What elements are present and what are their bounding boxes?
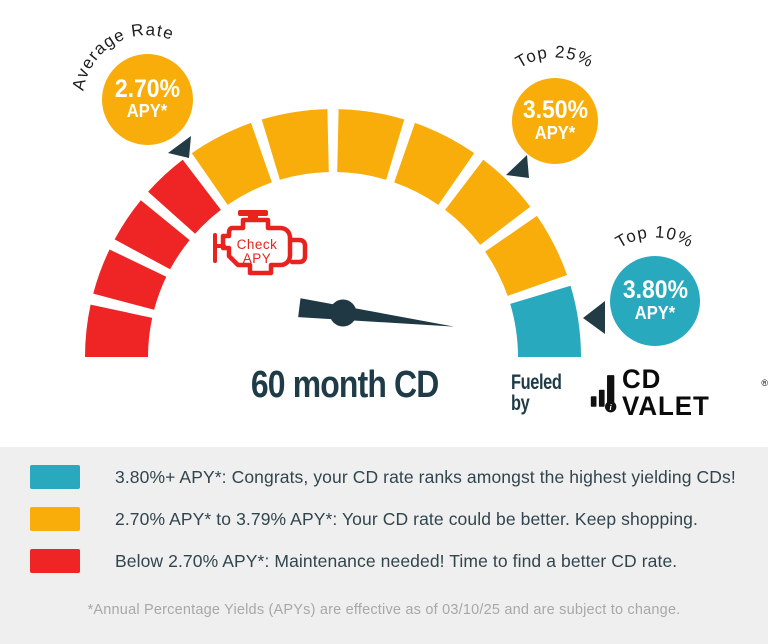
gauge-segment-average-to-top xyxy=(394,122,475,205)
top10-rate-value: 3.80% xyxy=(622,276,688,305)
legend-swatch-teal xyxy=(30,465,80,489)
average-rate-sub: APY* xyxy=(127,101,168,122)
top25-rate-sub: APY* xyxy=(534,122,576,143)
apy-disclaimer: *Annual Percentage Yields (APYs) are eff… xyxy=(87,602,681,618)
gauge-segment-below-average xyxy=(85,304,153,357)
gauge-segment-average-to-top xyxy=(261,109,329,180)
arrow-top25-icon xyxy=(506,155,529,178)
legend-text-teal: 3.80%+ APY*: Congrats, your CD rate rank… xyxy=(115,466,736,487)
legend-swatch-red xyxy=(30,549,80,573)
legend-row-red: Below 2.70% APY*: Maintenance needed! Ti… xyxy=(30,549,750,573)
registered-mark: ® xyxy=(761,378,768,388)
average-rate-bubble: 2.70% APY* xyxy=(102,54,193,145)
legend-row-yellow: 2.70% APY* to 3.79% APY*: Your CD rate c… xyxy=(30,507,750,531)
gauge-segment-below-average xyxy=(148,159,221,234)
gauge-segment-below-average xyxy=(114,200,190,270)
gauge-chart: Average Rate Top 25% Top 10% Check APY xyxy=(69,20,697,357)
legend-swatch-yellow xyxy=(30,507,80,531)
gauge-needle xyxy=(298,298,455,327)
gauge-segment-below-average xyxy=(93,249,167,310)
branding-row: Fueled by i CD VALET ® xyxy=(511,366,768,420)
svg-text:i: i xyxy=(610,403,613,412)
legend-text-yellow: 2.70% APY* to 3.79% APY*: Your CD rate c… xyxy=(115,508,698,529)
gauge-segment-average-to-top xyxy=(191,122,272,205)
top10-rate-sub: APY* xyxy=(634,302,676,323)
top25-label: Top 25% xyxy=(512,42,597,71)
top25-rate-value: 3.50% xyxy=(522,96,588,125)
needle-hub xyxy=(329,299,357,327)
gauge-title: 60 month CD xyxy=(251,364,439,406)
gauge-segment-average-to-top xyxy=(337,109,405,180)
legend-panel: 3.80%+ APY*: Congrats, your CD rate rank… xyxy=(30,465,750,591)
arrow-top10-icon xyxy=(583,301,605,334)
top25-rate-bubble: 3.50% APY* xyxy=(512,78,598,164)
check-engine-icon: Check APY xyxy=(213,210,308,276)
average-rate-value: 2.70% xyxy=(114,74,181,103)
gauge-segment-top-tier xyxy=(510,285,581,357)
check-engine-text-line1: Check xyxy=(237,237,278,252)
legend-text-red: Below 2.70% APY*: Maintenance needed! Ti… xyxy=(115,550,678,571)
brand-name: CD VALET xyxy=(622,364,711,421)
gauge-segment-average-to-top xyxy=(485,215,568,296)
arrow-average-rate-icon xyxy=(168,136,191,158)
gauge-segment-arc xyxy=(85,109,581,357)
legend-row-teal: 3.80%+ APY*: Congrats, your CD rate rank… xyxy=(30,465,750,489)
cd-valet-logo-icon: i xyxy=(590,375,617,413)
legend-background-band xyxy=(0,447,768,644)
gauge-segment-average-to-top xyxy=(445,159,531,245)
top10-rate-bubble: 3.80% APY* xyxy=(610,256,700,346)
fueled-by-label: Fueled by xyxy=(511,371,562,415)
top10-label: Top 10% xyxy=(612,222,697,251)
check-engine-text-line2: APY xyxy=(243,251,272,266)
